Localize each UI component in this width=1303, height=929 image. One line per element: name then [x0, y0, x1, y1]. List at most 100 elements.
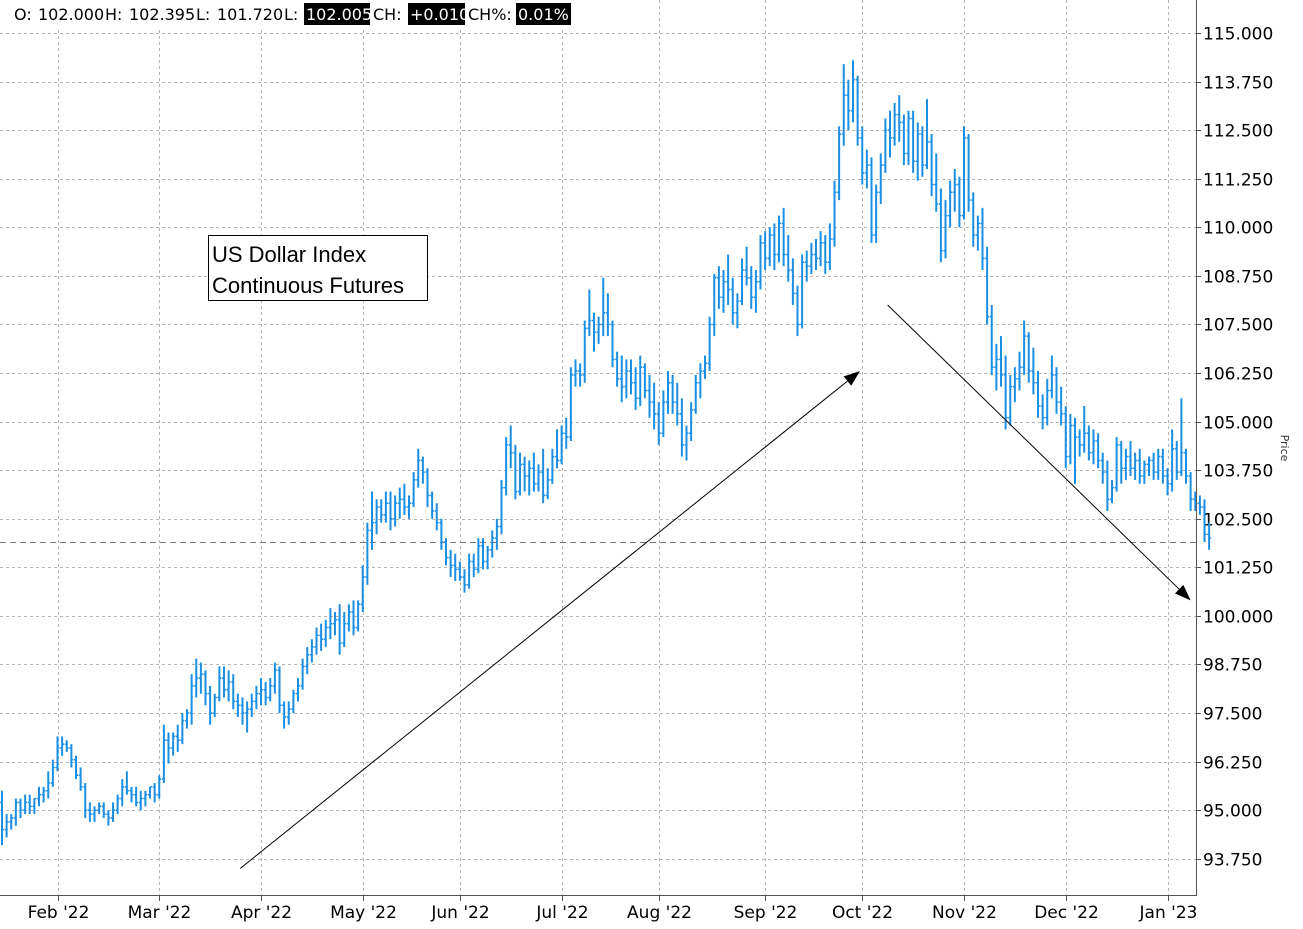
- ohlc-bar: [55, 736, 60, 772]
- ohlc-bar: [915, 122, 920, 181]
- ohlc-bar: [490, 530, 495, 558]
- ohlc-bar: [124, 771, 129, 795]
- ohlc-bar: [494, 518, 499, 550]
- ohlc-bar: [814, 238, 818, 271]
- ohlc-bar: [1012, 367, 1017, 403]
- ohlc-bar: [684, 425, 689, 461]
- ohlc-bar: [564, 417, 569, 449]
- y-tick-label: 115.000: [1203, 25, 1273, 45]
- y-axis: 115.000 113.750 112.500 111.250 110.000 108.7…: [1196, 25, 1273, 871]
- ohlc-bar: [337, 604, 342, 655]
- ohlc-bar: [180, 713, 185, 745]
- ohlc-bar: [374, 499, 379, 535]
- trend-arrows: [239, 304, 1191, 869]
- ohlc-bar: [1137, 448, 1142, 484]
- ohlc-bar: [393, 495, 398, 527]
- ohlc-bar: [966, 134, 971, 212]
- ohlc-bar: [411, 472, 416, 508]
- change-value: +0.010: [410, 5, 469, 24]
- annotation-line-1: US Dollar Index: [212, 242, 366, 267]
- ohlc-bar: [841, 64, 846, 146]
- ohlc-bar: [152, 782, 157, 803]
- ohlc-bar: [892, 102, 897, 146]
- ohlc-bar: [1054, 367, 1059, 414]
- ohlc-bar: [855, 75, 860, 146]
- ohlc-bar: [462, 569, 467, 593]
- ohlc-bar: [416, 448, 421, 488]
- annotation-line-2: Continuous Futures: [212, 273, 404, 298]
- ohlc-bar: [1207, 522, 1212, 550]
- change-pct-value: 0.01%: [518, 5, 569, 24]
- ohlc-bar: [938, 188, 943, 263]
- ohlc-bar: [245, 701, 250, 733]
- ohlc-bar: [64, 740, 69, 752]
- change-pct-label: CH%:: [468, 5, 512, 24]
- ohlc-bar: [1202, 499, 1207, 543]
- ohlc-bar: [161, 724, 166, 783]
- ohlc-bar: [263, 681, 268, 706]
- ohlc-bar: [786, 235, 791, 282]
- ohlc-bar: [328, 608, 333, 640]
- ohlc-header: O: 102.000 H: 102.395 L: 101.720 L: 102.…: [0, 0, 576, 28]
- y-tick-label: 107.500: [1203, 316, 1273, 336]
- ohlc-bar: [309, 639, 314, 663]
- ohlc-bar: [467, 553, 472, 589]
- ohlc-bar: [989, 305, 994, 375]
- x-tick-label: Jan '23: [1139, 903, 1198, 923]
- ohlc-bar: [4, 814, 9, 838]
- ohlc-bar: [504, 437, 509, 496]
- ohlc-bar: [652, 382, 657, 430]
- x-tick-label: Feb '22: [28, 903, 90, 923]
- x-tick-label: Sep '22: [734, 903, 798, 923]
- ohlc-bar: [675, 382, 680, 426]
- ohlc-bar: [1133, 452, 1138, 480]
- ohlc-bar: [1184, 448, 1188, 484]
- ohlc-bar: [314, 627, 319, 655]
- ohlc-bar: [1003, 355, 1008, 430]
- ohlc-bar: [1091, 429, 1096, 465]
- ohlc-bar: [296, 678, 300, 702]
- ohlc-bar: [837, 126, 842, 201]
- y-tick-label: 111.250: [1203, 171, 1273, 191]
- ohlc-bar: [1068, 413, 1073, 465]
- ohlc-bar: [948, 180, 953, 228]
- ohlc-bar: [50, 759, 55, 787]
- ohlc-bar: [633, 367, 638, 410]
- ohlc-bar: [1160, 448, 1165, 484]
- ohlc-bar: [929, 134, 934, 197]
- ohlc-bar: [578, 363, 583, 387]
- ohlc-bar: [735, 293, 740, 329]
- ohlc-bar: [212, 693, 217, 717]
- ohlc-bar: [980, 207, 985, 271]
- ohlc-bar: [69, 744, 74, 768]
- y-tick-label: 97.500: [1203, 705, 1262, 725]
- y-tick-label: 105.000: [1203, 414, 1273, 434]
- ohlc-bar: [1179, 398, 1184, 477]
- ohlc-bar: [407, 495, 411, 519]
- ohlc-bar: [402, 483, 407, 515]
- x-tick-label: Nov '22: [932, 903, 997, 923]
- ohlc-bar: [1123, 448, 1128, 480]
- ohlc-bar: [716, 266, 721, 309]
- ohlc-bar: [744, 246, 749, 286]
- ohlc-bar: [823, 235, 828, 274]
- ohlc-bar: [1110, 479, 1114, 504]
- ohlc-bar: [346, 604, 351, 632]
- ohlc-bar: [1040, 394, 1045, 430]
- ohlc-bar: [360, 565, 365, 613]
- y-tick-label: 100.000: [1203, 608, 1273, 628]
- ohlc-bar: [249, 693, 254, 717]
- ohlc-bar: [767, 227, 772, 267]
- ohlc-bar: [300, 658, 305, 690]
- ohlc-bar: [439, 518, 444, 550]
- ohlc-bar: [730, 277, 735, 325]
- ohlc-bar: [453, 553, 458, 581]
- ohlc-bar: [1017, 351, 1022, 391]
- ohlc-bar: [781, 207, 786, 267]
- low-value: 101.720: [217, 5, 283, 24]
- ohlc-bar: [370, 491, 374, 550]
- ohlc-bar: [536, 464, 541, 492]
- ohlc-bar: [952, 169, 957, 212]
- ohlc-bar: [656, 402, 661, 445]
- ohlc-bar: [323, 619, 328, 647]
